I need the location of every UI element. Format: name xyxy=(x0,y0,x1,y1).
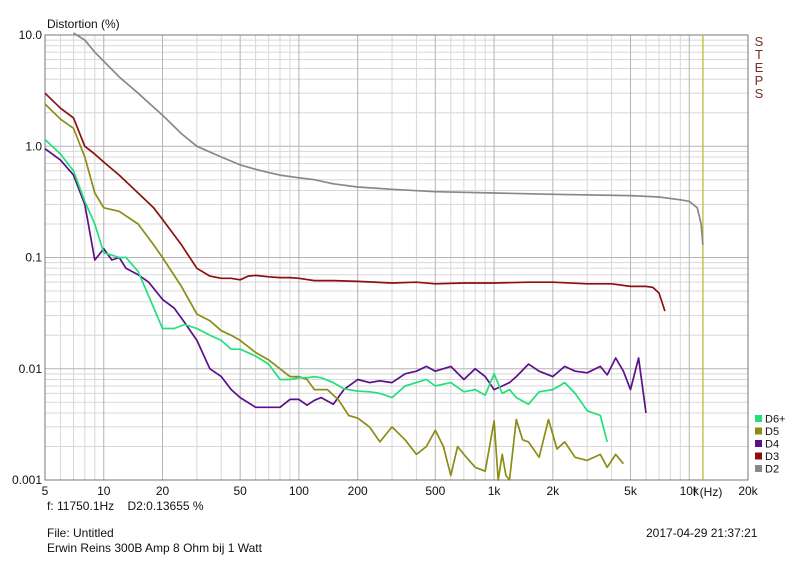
series-layer xyxy=(44,32,704,481)
x-tick-label: 10k xyxy=(680,484,700,498)
series-line-d3 xyxy=(44,92,666,312)
steps-letter: E xyxy=(754,60,764,75)
x-tick-label: 10 xyxy=(97,484,111,498)
timestamp: 2017-04-29 21:37:21 xyxy=(646,526,758,540)
steps-letter: T xyxy=(755,47,763,62)
cursor-readout: f: 11750.1Hz D2:0.13655 % xyxy=(47,499,204,513)
legend-swatch xyxy=(755,415,762,422)
tick-labels: 5 10 20 50 100 200 500 1k 2k 5k 10k 20k 10.0 1.0 0.1 0.… xyxy=(12,28,759,498)
steps-letter: P xyxy=(754,73,764,88)
legend-swatch xyxy=(755,427,762,435)
legend-label: D4 xyxy=(765,439,779,451)
series-line-d2 xyxy=(73,32,704,245)
x-tick-label: 50 xyxy=(233,484,247,498)
y-tick-label: 10.0 xyxy=(19,28,43,42)
x-tick-label: 2k xyxy=(546,484,560,498)
x-tick-label: 100 xyxy=(289,484,309,498)
x-axis-label: f (Hz) xyxy=(693,485,723,499)
grid-major xyxy=(45,35,748,480)
steps-letter: S xyxy=(754,34,764,49)
legend-swatch xyxy=(755,440,762,447)
y-tick-label: 1.0 xyxy=(25,139,42,153)
chart-title: Distortion (%) xyxy=(47,17,120,31)
y-tick-label: 0.1 xyxy=(25,251,42,265)
series-line-d5 xyxy=(44,103,625,481)
x-tick-label: 5k xyxy=(624,484,638,498)
x-tick-label: 500 xyxy=(425,484,445,498)
legend-swatch xyxy=(755,465,762,472)
steps-letter: S xyxy=(754,86,764,101)
file-name: File: Untitled xyxy=(47,526,114,540)
plot-frame xyxy=(44,34,749,481)
x-tick-label: 20k xyxy=(738,484,758,498)
series-line-d4 xyxy=(44,148,647,414)
y-tick-label: 0.001 xyxy=(12,473,42,487)
series-line-d6 xyxy=(44,138,609,443)
x-tick-label: 20 xyxy=(156,484,170,498)
x-tick-label: 200 xyxy=(348,484,368,498)
x-tick-label: 5 xyxy=(42,484,49,498)
legend-label: D3 xyxy=(765,451,779,463)
readout-value: D2:0.13655 % xyxy=(127,499,204,513)
legend-swatch xyxy=(755,452,762,460)
readout-frequency: f: 11750.1Hz xyxy=(47,499,115,513)
file-description: Erwin Reins 300B Amp 8 Ohm bij 1 Watt xyxy=(47,541,262,555)
legend-label: D5 xyxy=(765,426,779,438)
x-tick-label: 1k xyxy=(488,484,502,498)
legend-label: D2 xyxy=(765,464,779,476)
legend-label: D6+ xyxy=(765,414,786,426)
y-tick-label: 0.01 xyxy=(19,362,43,376)
